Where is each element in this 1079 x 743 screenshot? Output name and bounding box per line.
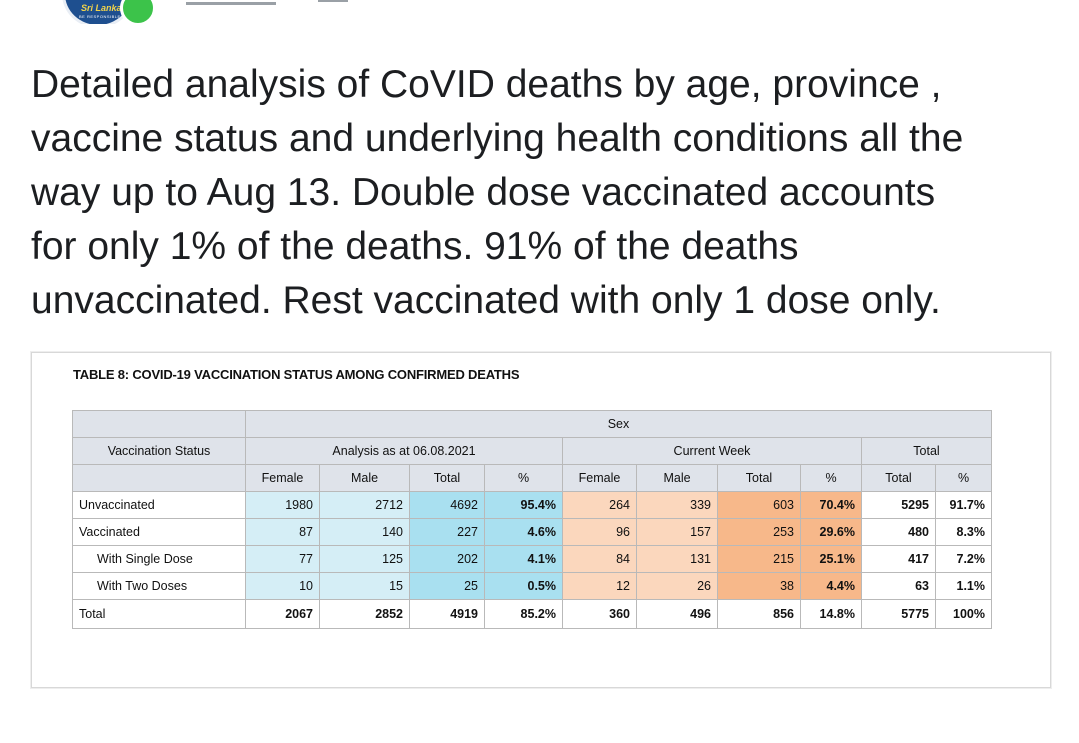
- table-cell: 1980: [245, 491, 320, 519]
- group-analysis-header: Analysis as at 06.08.2021: [245, 437, 563, 465]
- column-header: Total: [861, 464, 936, 492]
- table-cell: 4.1%: [484, 545, 563, 573]
- table-cell: 603: [717, 491, 801, 519]
- table-cell: 140: [319, 518, 410, 546]
- table-cell: 0.5%: [484, 572, 563, 600]
- table-cell: 5775: [861, 599, 936, 629]
- table-cell: 339: [636, 491, 718, 519]
- table-cell: 227: [409, 518, 485, 546]
- table-cell: 63: [861, 572, 936, 600]
- column-header: Male: [319, 464, 410, 492]
- post-line: way up to Aug 13. Double dose vaccinated…: [31, 171, 936, 214]
- row-label: With Single Dose: [72, 545, 246, 573]
- post-line: Detailed analysis of CoVID deaths by age…: [31, 63, 942, 106]
- group-current-week-header: Current Week: [562, 437, 862, 465]
- row-label: Vaccinated: [72, 518, 246, 546]
- table-cell: 2712: [319, 491, 410, 519]
- table-row: Unvaccinated 1980 2712 4692 95.4% 264 33…: [72, 491, 992, 519]
- table-cell: 4919: [409, 599, 485, 629]
- table-cell: 25.1%: [800, 545, 862, 573]
- table-cell: 84: [562, 545, 637, 573]
- table-cell: 77: [245, 545, 320, 573]
- table-cell: 480: [861, 518, 936, 546]
- table-row-total: Total 2067 2852 4919 85.2% 360 496 856 1…: [72, 599, 992, 629]
- table-cell: 215: [717, 545, 801, 573]
- table-cell: 264: [562, 491, 637, 519]
- sex-header: Sex: [245, 410, 992, 438]
- table-cell: 14.8%: [800, 599, 862, 629]
- table-cell: 26: [636, 572, 718, 600]
- table-cell: 496: [636, 599, 718, 629]
- post-line: unvaccinated. Rest vaccinated with only …: [31, 279, 941, 322]
- table-cell: 100%: [935, 599, 992, 629]
- column-header: Male: [636, 464, 718, 492]
- table-cell: 131: [636, 545, 718, 573]
- table-cell: 96: [562, 518, 637, 546]
- table-cell: 87: [245, 518, 320, 546]
- table-cell: 38: [717, 572, 801, 600]
- table-cell: 91.7%: [935, 491, 992, 519]
- column-header: Total: [409, 464, 485, 492]
- table-cell: 29.6%: [800, 518, 862, 546]
- group-total-header: Total: [861, 437, 992, 465]
- table-row: Vaccinated 87 140 227 4.6% 96 157 253 29…: [72, 518, 992, 546]
- table-cell: 2852: [319, 599, 410, 629]
- table-cell: 8.3%: [935, 518, 992, 546]
- row-label: With Two Doses: [72, 572, 246, 600]
- row-label: Unvaccinated: [72, 491, 246, 519]
- table-cell: 4.6%: [484, 518, 563, 546]
- table-cell: 125: [319, 545, 410, 573]
- post-image[interactable]: TABLE 8: COVID-19 VACCINATION STATUS AMO…: [31, 352, 1051, 688]
- table-cell: 25: [409, 572, 485, 600]
- table-cell: 5295: [861, 491, 936, 519]
- table-cell: 7.2%: [935, 545, 992, 573]
- audience-icon: [318, 0, 348, 2]
- avatar-logo-text: Sri Lanka: [81, 3, 122, 13]
- online-status-icon: [120, 0, 156, 24]
- post-line: for only 1% of the deaths. 91% of the de…: [31, 225, 799, 268]
- column-header: Total: [717, 464, 801, 492]
- row-label: Total: [72, 599, 246, 629]
- avatar-logo-subtext: BE RESPONSIBLE: [79, 14, 121, 19]
- column-header: Female: [562, 464, 637, 492]
- table-row: With Single Dose 77 125 202 4.1% 84 131 …: [72, 545, 992, 573]
- table-cell: 12: [562, 572, 637, 600]
- post-body: Detailed analysis of CoVID deaths by age…: [31, 58, 1061, 328]
- table-cell: 4692: [409, 491, 485, 519]
- table-cell: 4.4%: [800, 572, 862, 600]
- table-caption: TABLE 8: COVID-19 VACCINATION STATUS AMO…: [73, 367, 520, 382]
- table-cell: 360: [562, 599, 637, 629]
- post-line: vaccine status and underlying health con…: [31, 117, 964, 160]
- table-row: With Two Doses 10 15 25 0.5% 12 26 38 4.…: [72, 572, 992, 600]
- table-cell: 202: [409, 545, 485, 573]
- column-header: %: [800, 464, 862, 492]
- table-cell: 417: [861, 545, 936, 573]
- column-header: Female: [245, 464, 320, 492]
- header-blank: [72, 410, 246, 438]
- status-header: Vaccination Status: [72, 437, 246, 465]
- header-blank: [72, 464, 246, 492]
- table-cell: 15: [319, 572, 410, 600]
- table-cell: 1.1%: [935, 572, 992, 600]
- vaccination-status-table: Sex Vaccination Status Analysis as at 06…: [72, 410, 992, 629]
- post-timestamp[interactable]: [186, 0, 276, 5]
- table-cell: 10: [245, 572, 320, 600]
- column-header: %: [484, 464, 563, 492]
- table-cell: 2067: [245, 599, 320, 629]
- table-cell: 856: [717, 599, 801, 629]
- table-cell: 70.4%: [800, 491, 862, 519]
- table-cell: 253: [717, 518, 801, 546]
- table-cell: 157: [636, 518, 718, 546]
- table-cell: 95.4%: [484, 491, 563, 519]
- column-header: %: [935, 464, 992, 492]
- table-cell: 85.2%: [484, 599, 563, 629]
- post-header: Sri Lanka BE RESPONSIBLE: [0, 0, 1079, 24]
